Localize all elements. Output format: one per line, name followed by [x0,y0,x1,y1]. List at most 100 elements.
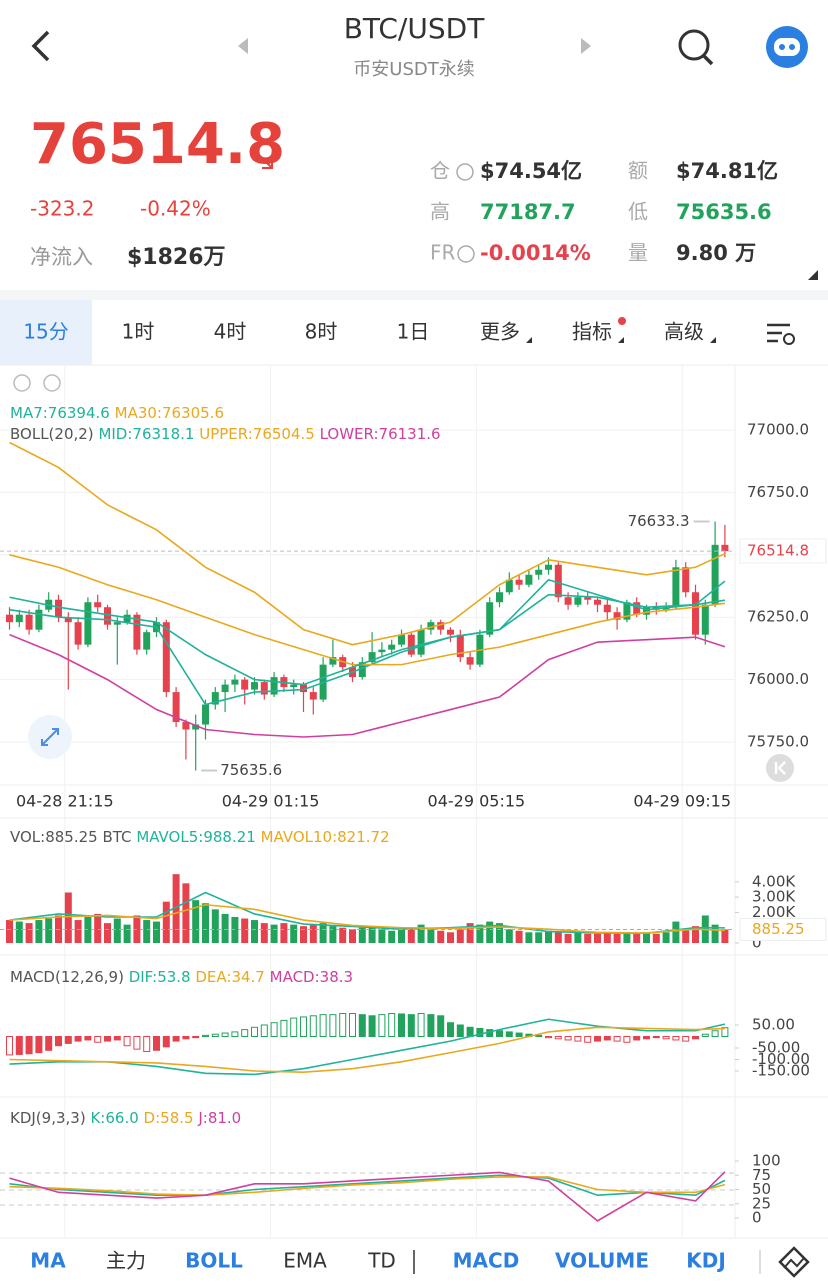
search-button[interactable] [678,29,714,66]
indicator-tab[interactable]: 主力 [106,1249,146,1273]
stat-value: 77187.7 [480,200,576,224]
macd-bar [417,1013,425,1037]
indicator-tab[interactable]: VOLUME [555,1249,649,1273]
change: -323.2 [30,197,94,221]
macd-bar [447,1022,454,1038]
macd-bar [35,1036,43,1054]
prev-arrow[interactable] [238,38,248,54]
max-label: 76633.3 [628,512,690,530]
legend-entry: K:66.0 [90,1109,138,1127]
candle-body [25,614,33,630]
volume-bar [309,924,317,943]
candle-body [447,629,454,635]
volume-bar [643,932,650,943]
candle-body [182,722,190,730]
indicator-tab[interactable]: TD [367,1249,396,1273]
stat-label: FR [430,241,456,265]
candle-body [251,682,258,690]
stat-value: $74.54亿 [480,159,582,183]
candle-body [486,602,494,635]
candle-body [290,684,298,688]
volume-bar [113,918,121,943]
y-tick-label: 0 [752,1209,762,1227]
timeframe-tab[interactable]: 1日 [397,320,430,344]
current-price-box [739,538,827,564]
volume-bar [15,921,23,943]
timeframe-tab[interactable]: 指标 [572,320,612,344]
legend-entry: MACD:38.3 [270,968,353,986]
last-price: 76514.8 [30,112,285,177]
macd-bar [45,1036,53,1051]
legend: BOLL(20,2) MID:76318.1 UPPER:76504.5 LOW… [10,425,441,443]
tab-caret [710,337,716,343]
expand-corner[interactable] [808,270,818,280]
macd-bar [270,1022,278,1038]
macd-bar [74,1036,82,1042]
timeframe-tab[interactable]: 15分 [23,320,68,344]
back-button[interactable] [31,30,50,62]
indicator-line [9,441,726,646]
chart-settings[interactable] [767,323,795,345]
candle-body [584,597,592,600]
volume-bar [74,920,82,943]
candle-body [554,564,562,598]
indicator-line [9,633,726,738]
macd-bar [25,1036,33,1055]
x-tick-label: 04-29 05:15 [428,792,526,811]
chart-icons[interactable] [13,374,61,392]
stat-label: 额 [628,159,648,183]
volume-bar [652,933,660,943]
legend-entry: MA7:76394.6 [10,404,110,422]
volume-bar [711,924,719,943]
volume-bar [407,927,415,943]
macd-bar [192,1036,200,1039]
macd-bar [545,1036,552,1039]
candle-body [456,634,464,658]
timeframe-tab[interactable]: 4时 [214,320,247,344]
stat-value: 75635.6 [676,200,772,224]
macd-bar [721,1027,729,1038]
timeframe-tab[interactable]: 8时 [305,320,338,344]
draw-tool[interactable] [778,1246,810,1278]
candle-body [496,592,503,603]
candle-body [417,629,425,655]
timeframe-tab[interactable]: 更多 [480,320,520,344]
macd-bar [515,1032,523,1038]
legend-entry: LOWER:76131.6 [320,425,441,443]
macd-bar [682,1036,690,1042]
candle-body [711,544,719,605]
timeframe-tab[interactable]: 高级 [664,320,704,344]
macd-bar [319,1014,327,1038]
macd-bar [143,1036,151,1052]
y-tick-label: -150.00 [752,1062,810,1080]
indicator-tab[interactable]: MA [30,1249,66,1273]
indicator-tab[interactable]: MACD [453,1249,520,1273]
volume-bar [456,929,464,943]
volume-bar [554,932,562,943]
stat-label: 仓 [430,159,450,183]
indicator-tab[interactable]: EMA [283,1249,327,1273]
volume-bar [368,926,376,943]
indicator-tab[interactable]: KDJ [686,1249,726,1273]
macd-bar [496,1030,503,1037]
timeframe-tab[interactable]: 1时 [122,320,155,344]
candle-body [701,604,709,635]
reset-button[interactable] [766,754,794,782]
macd-bar [643,1036,650,1040]
volume-bar [290,924,298,943]
fullscreen-button[interactable] [28,715,72,759]
macd-bar [84,1036,92,1041]
indicator-tab[interactable]: BOLL [185,1249,243,1273]
legend-entry: MID:76318.1 [98,425,194,443]
macd-bar [113,1036,121,1041]
macd-bar [241,1029,249,1037]
y-tick-label: 75 [752,1166,771,1184]
volume-bar [143,920,151,943]
min-label: 75635.6 [220,761,282,779]
stat-label: 量 [628,241,648,265]
volume-bar [251,920,258,943]
volume-bar [358,927,366,943]
macd-bar [652,1036,660,1039]
next-arrow[interactable] [581,38,591,54]
avatar[interactable] [766,26,808,68]
